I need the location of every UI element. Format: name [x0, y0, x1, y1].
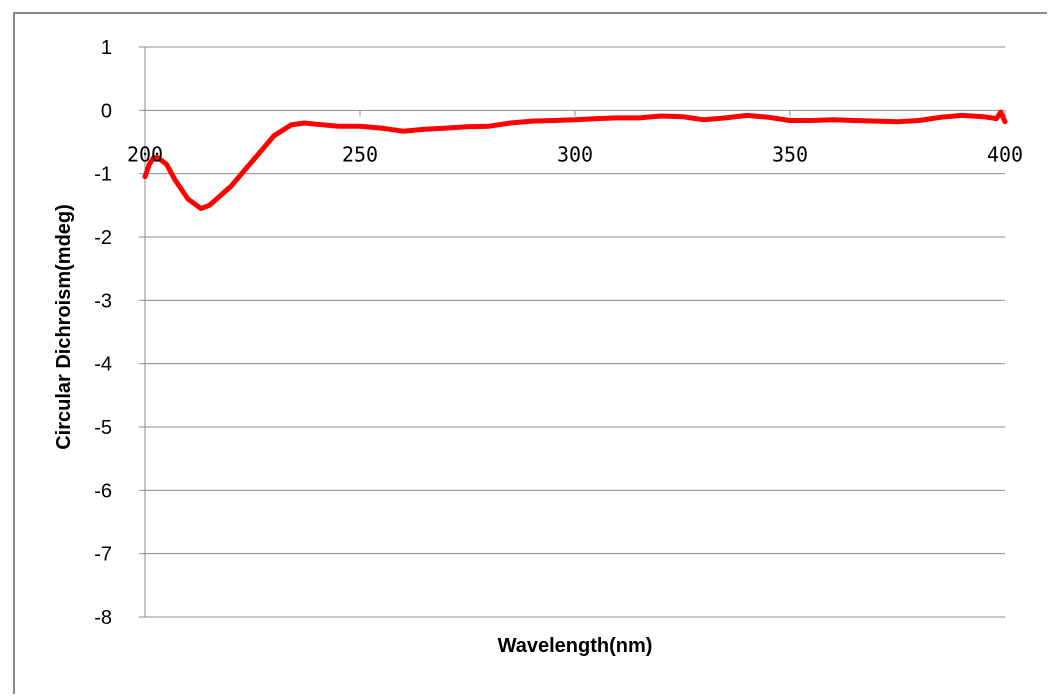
x-axis-title: Wavelength(nm) — [498, 635, 653, 657]
x-tick-label: 250 — [342, 142, 378, 166]
y-tick-label: 0 — [101, 100, 112, 122]
series-line — [142, 109, 1008, 211]
y-tick-label: -3 — [94, 290, 112, 312]
y-tick-label: -1 — [94, 164, 112, 186]
x-tick-label: 300 — [557, 142, 593, 166]
y-tick-label: -2 — [94, 227, 112, 249]
x-tick-label: 400 — [987, 142, 1023, 166]
gridlines — [145, 46, 1005, 618]
x-tick-labels: 200 250 300 350 400 — [127, 142, 1023, 166]
axes — [139, 46, 1006, 618]
chart-frame — [13, 12, 1047, 694]
y-tick-label: -5 — [94, 417, 112, 439]
x-tick-label: 200 — [127, 142, 163, 166]
y-axis-title: Circular Dichroism(mdeg) — [53, 204, 75, 450]
series-layer — [142, 109, 1008, 211]
y-tick-label: -6 — [94, 480, 112, 502]
y-tick-label: -8 — [94, 607, 112, 629]
y-tick-labels: 1 0 -1 -2 -3 -4 -5 -6 -7 -8 — [94, 37, 112, 629]
y-tick-label: -4 — [94, 354, 112, 376]
y-tick-label: -7 — [94, 544, 112, 566]
y-tick-label: 1 — [101, 37, 112, 59]
x-tick-label: 350 — [772, 142, 808, 166]
